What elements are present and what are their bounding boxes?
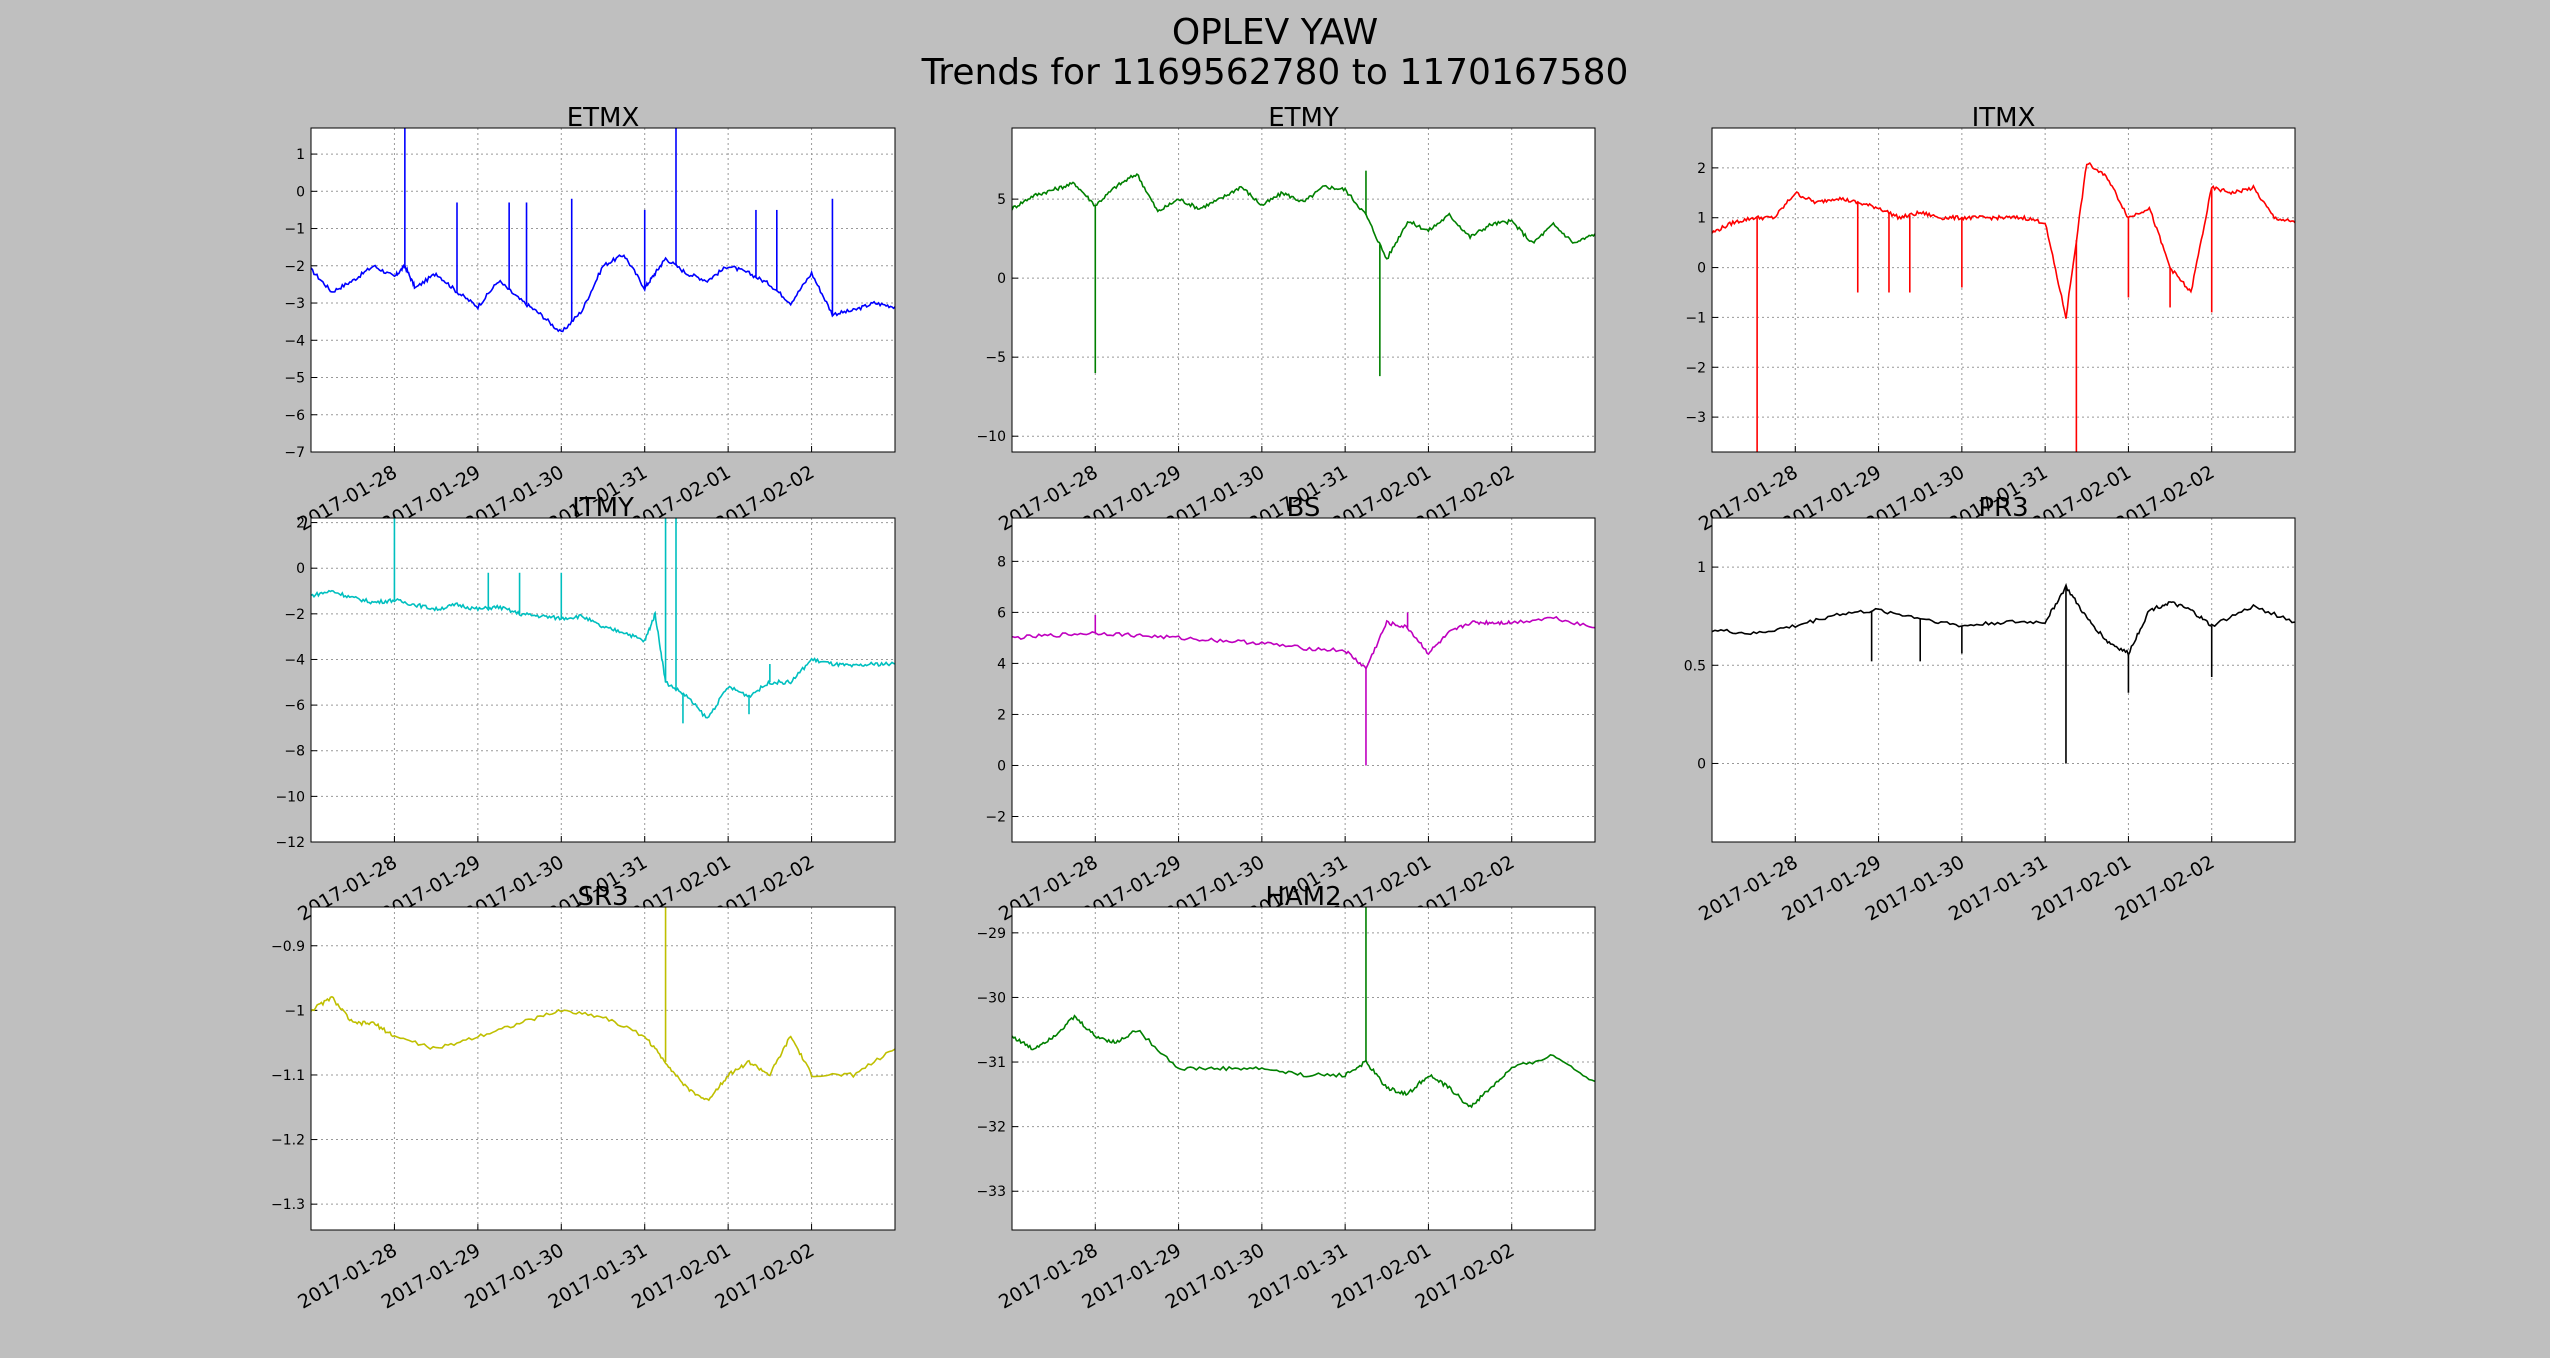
y-tick-label: −4 <box>284 333 305 349</box>
subplot-title: BS <box>1287 493 1321 523</box>
y-tick-label: −31 <box>976 1055 1006 1071</box>
y-tick-label: 0 <box>1697 756 1706 772</box>
y-tick-label: 6 <box>997 605 1006 621</box>
y-tick-label: −1 <box>284 222 305 238</box>
y-tick-label: −30 <box>976 990 1006 1006</box>
y-tick-label: 0.5 <box>1684 658 1706 674</box>
subplot-sr3: 2017-01-282017-01-292017-01-302017-01-31… <box>271 882 896 1314</box>
y-tick-label: 2 <box>296 516 305 532</box>
subplot-ham2: 2017-01-282017-01-292017-01-302017-01-31… <box>976 882 1596 1314</box>
y-tick-label: 5 <box>997 192 1006 208</box>
y-tick-label: −1 <box>284 1003 305 1019</box>
y-tick-label: 1 <box>296 147 305 163</box>
subplot-title: ITMY <box>572 493 634 523</box>
y-tick-label: −33 <box>976 1184 1006 1200</box>
series-line <box>1012 1014 1595 1109</box>
y-tick-label: −29 <box>976 926 1006 942</box>
plot-frame <box>310 127 896 453</box>
plot-frame <box>1011 127 1596 453</box>
y-tick-label: −3 <box>1685 410 1706 426</box>
subplot-etmy: 2017-01-282017-01-292017-01-302017-01-31… <box>976 103 1596 536</box>
plot-area <box>1012 907 1595 1230</box>
y-tick-label: −1.2 <box>271 1133 305 1149</box>
plot-area <box>1712 518 2295 842</box>
y-tick-label: −10 <box>976 429 1006 445</box>
y-tick-label: −2 <box>284 259 305 275</box>
plot-area <box>1712 128 2295 452</box>
subplot-title: PR3 <box>1978 493 2028 523</box>
y-tick-label: −6 <box>284 408 305 424</box>
y-tick-label: −2 <box>985 809 1006 825</box>
subplot-title: ITMX <box>1972 103 2036 133</box>
plot-area <box>1012 128 1595 452</box>
y-tick-label: 4 <box>997 656 1006 672</box>
subplot-title: SR3 <box>577 882 628 912</box>
y-tick-label: −0.9 <box>271 939 305 955</box>
y-tick-label: −5 <box>284 371 305 387</box>
subplot-pr3: 2017-01-282017-01-292017-01-302017-01-31… <box>1684 493 2296 926</box>
y-tick-label: 0 <box>997 271 1006 287</box>
plot-frame <box>1711 127 2296 453</box>
series-line <box>311 589 895 719</box>
y-tick-label: −1 <box>1685 310 1706 326</box>
figure-subtitle: Trends for 1169562780 to 1170167580 <box>921 52 1629 93</box>
y-tick-label: −3 <box>284 296 305 312</box>
y-tick-label: −2 <box>1685 360 1706 376</box>
subplot-bs: 2017-01-282017-01-292017-01-302017-01-31… <box>985 493 1596 926</box>
series-line <box>1712 162 2295 319</box>
y-tick-label: 0 <box>296 184 305 200</box>
series-line <box>1712 582 2295 657</box>
y-tick-label: −6 <box>284 698 305 714</box>
series-line <box>1012 172 1595 260</box>
plot-area <box>311 518 895 842</box>
y-tick-label: −1.1 <box>271 1068 305 1084</box>
plot-area <box>311 128 895 452</box>
subplot-itmy: 2017-01-282017-01-292017-01-302017-01-31… <box>275 493 896 926</box>
subplot-title: HAM2 <box>1265 882 1341 912</box>
subplot-itmx: 2017-01-282017-01-292017-01-302017-01-31… <box>1685 103 2296 536</box>
plot-frame <box>1011 906 1596 1231</box>
y-tick-label: −1.3 <box>271 1197 305 1213</box>
plot-frame <box>310 906 896 1231</box>
y-tick-label: −10 <box>275 789 305 805</box>
y-tick-label: −8 <box>284 744 305 760</box>
y-tick-label: 0 <box>296 561 305 577</box>
figure-title: OPLEV YAW <box>1171 12 1379 53</box>
plot-frame <box>1011 517 1596 843</box>
y-tick-label: −5 <box>985 350 1006 366</box>
y-tick-label: 8 <box>997 554 1006 570</box>
y-tick-label: −32 <box>976 1120 1006 1136</box>
y-tick-label: 0 <box>1697 261 1706 277</box>
plot-frame <box>310 517 896 843</box>
y-tick-label: −12 <box>275 835 305 851</box>
y-tick-label: −2 <box>284 607 305 623</box>
y-tick-label: −4 <box>284 652 305 668</box>
subplot-title: ETMY <box>1268 103 1339 133</box>
y-tick-label: 1 <box>1697 211 1706 227</box>
subplot-etmx: 2017-01-282017-01-292017-01-302017-01-31… <box>284 103 896 536</box>
subplot-title: ETMX <box>567 103 640 133</box>
plot-area <box>1012 518 1595 842</box>
series-line <box>311 995 895 1102</box>
y-tick-label: 0 <box>997 758 1006 774</box>
plot-frame <box>1711 517 2296 843</box>
y-tick-label: −7 <box>284 445 305 461</box>
plot-area <box>311 907 895 1230</box>
series-line <box>1012 615 1595 671</box>
y-tick-label: 2 <box>997 707 1006 723</box>
y-tick-label: 1 <box>1697 560 1706 576</box>
y-tick-label: 2 <box>1697 161 1706 177</box>
